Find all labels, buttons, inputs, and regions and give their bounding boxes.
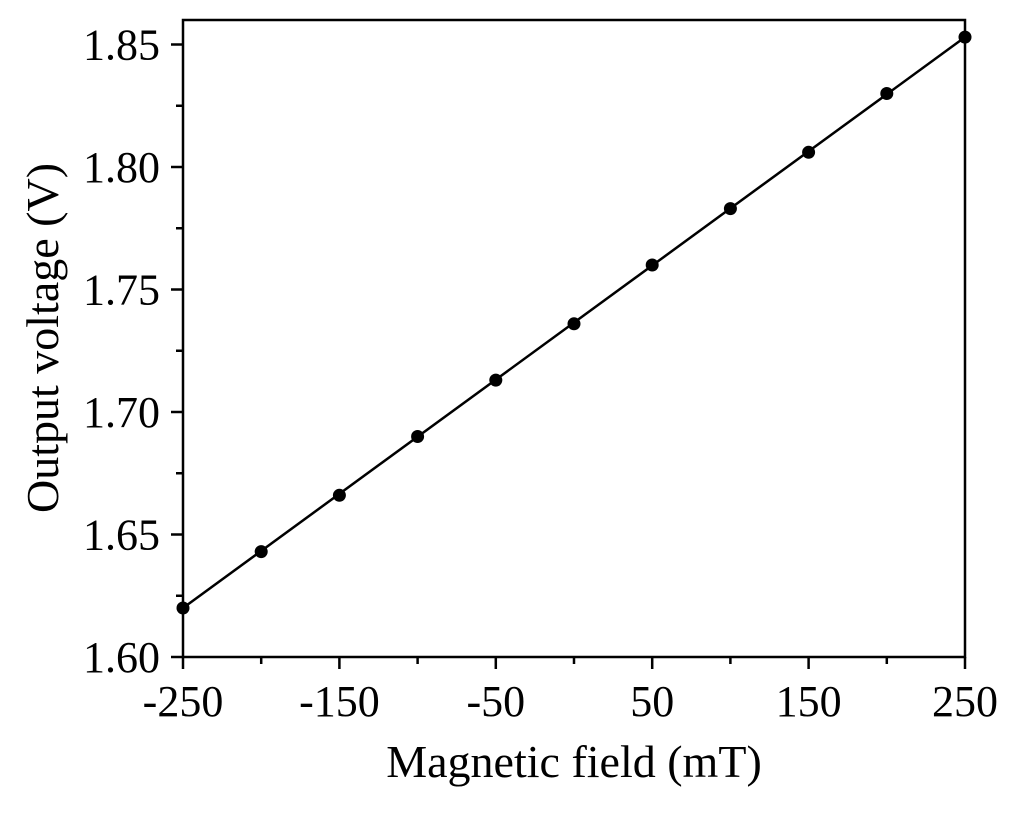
data-point [332,488,346,502]
y-tick-label: 1.80 [83,143,160,192]
y-tick-label: 1.60 [83,633,160,682]
data-point [723,202,737,216]
data-point [411,430,425,443]
data-point [254,545,268,559]
data-point [645,258,659,272]
x-tick-label: 50 [630,677,674,726]
y-tick-label: 1.85 [83,21,160,70]
y-axis-title: Output voltage (V) [17,163,68,513]
data-point [567,317,581,331]
x-tick-label: -150 [299,677,380,726]
x-tick-label: 250 [932,677,998,726]
plot-frame [181,18,967,659]
data-point [880,87,894,100]
data-point [489,373,503,387]
points-layer [176,30,972,615]
x-tick-label: -50 [466,677,525,726]
x-tick-label: -250 [143,677,224,726]
x-tick-label: 150 [776,677,842,726]
data-point [802,145,816,159]
ticks-layer [171,43,967,669]
y-tick-label: 1.75 [83,266,160,315]
y-tick-label: 1.70 [83,388,160,437]
tick-labels-layer: -250 -150 -50 50 150 250 1.60 1.65 1.70 1.75 1.80 1… [83,21,998,727]
x-axis-title: Magnetic field (mT) [386,736,762,787]
y-tick-label: 1.65 [83,511,160,560]
